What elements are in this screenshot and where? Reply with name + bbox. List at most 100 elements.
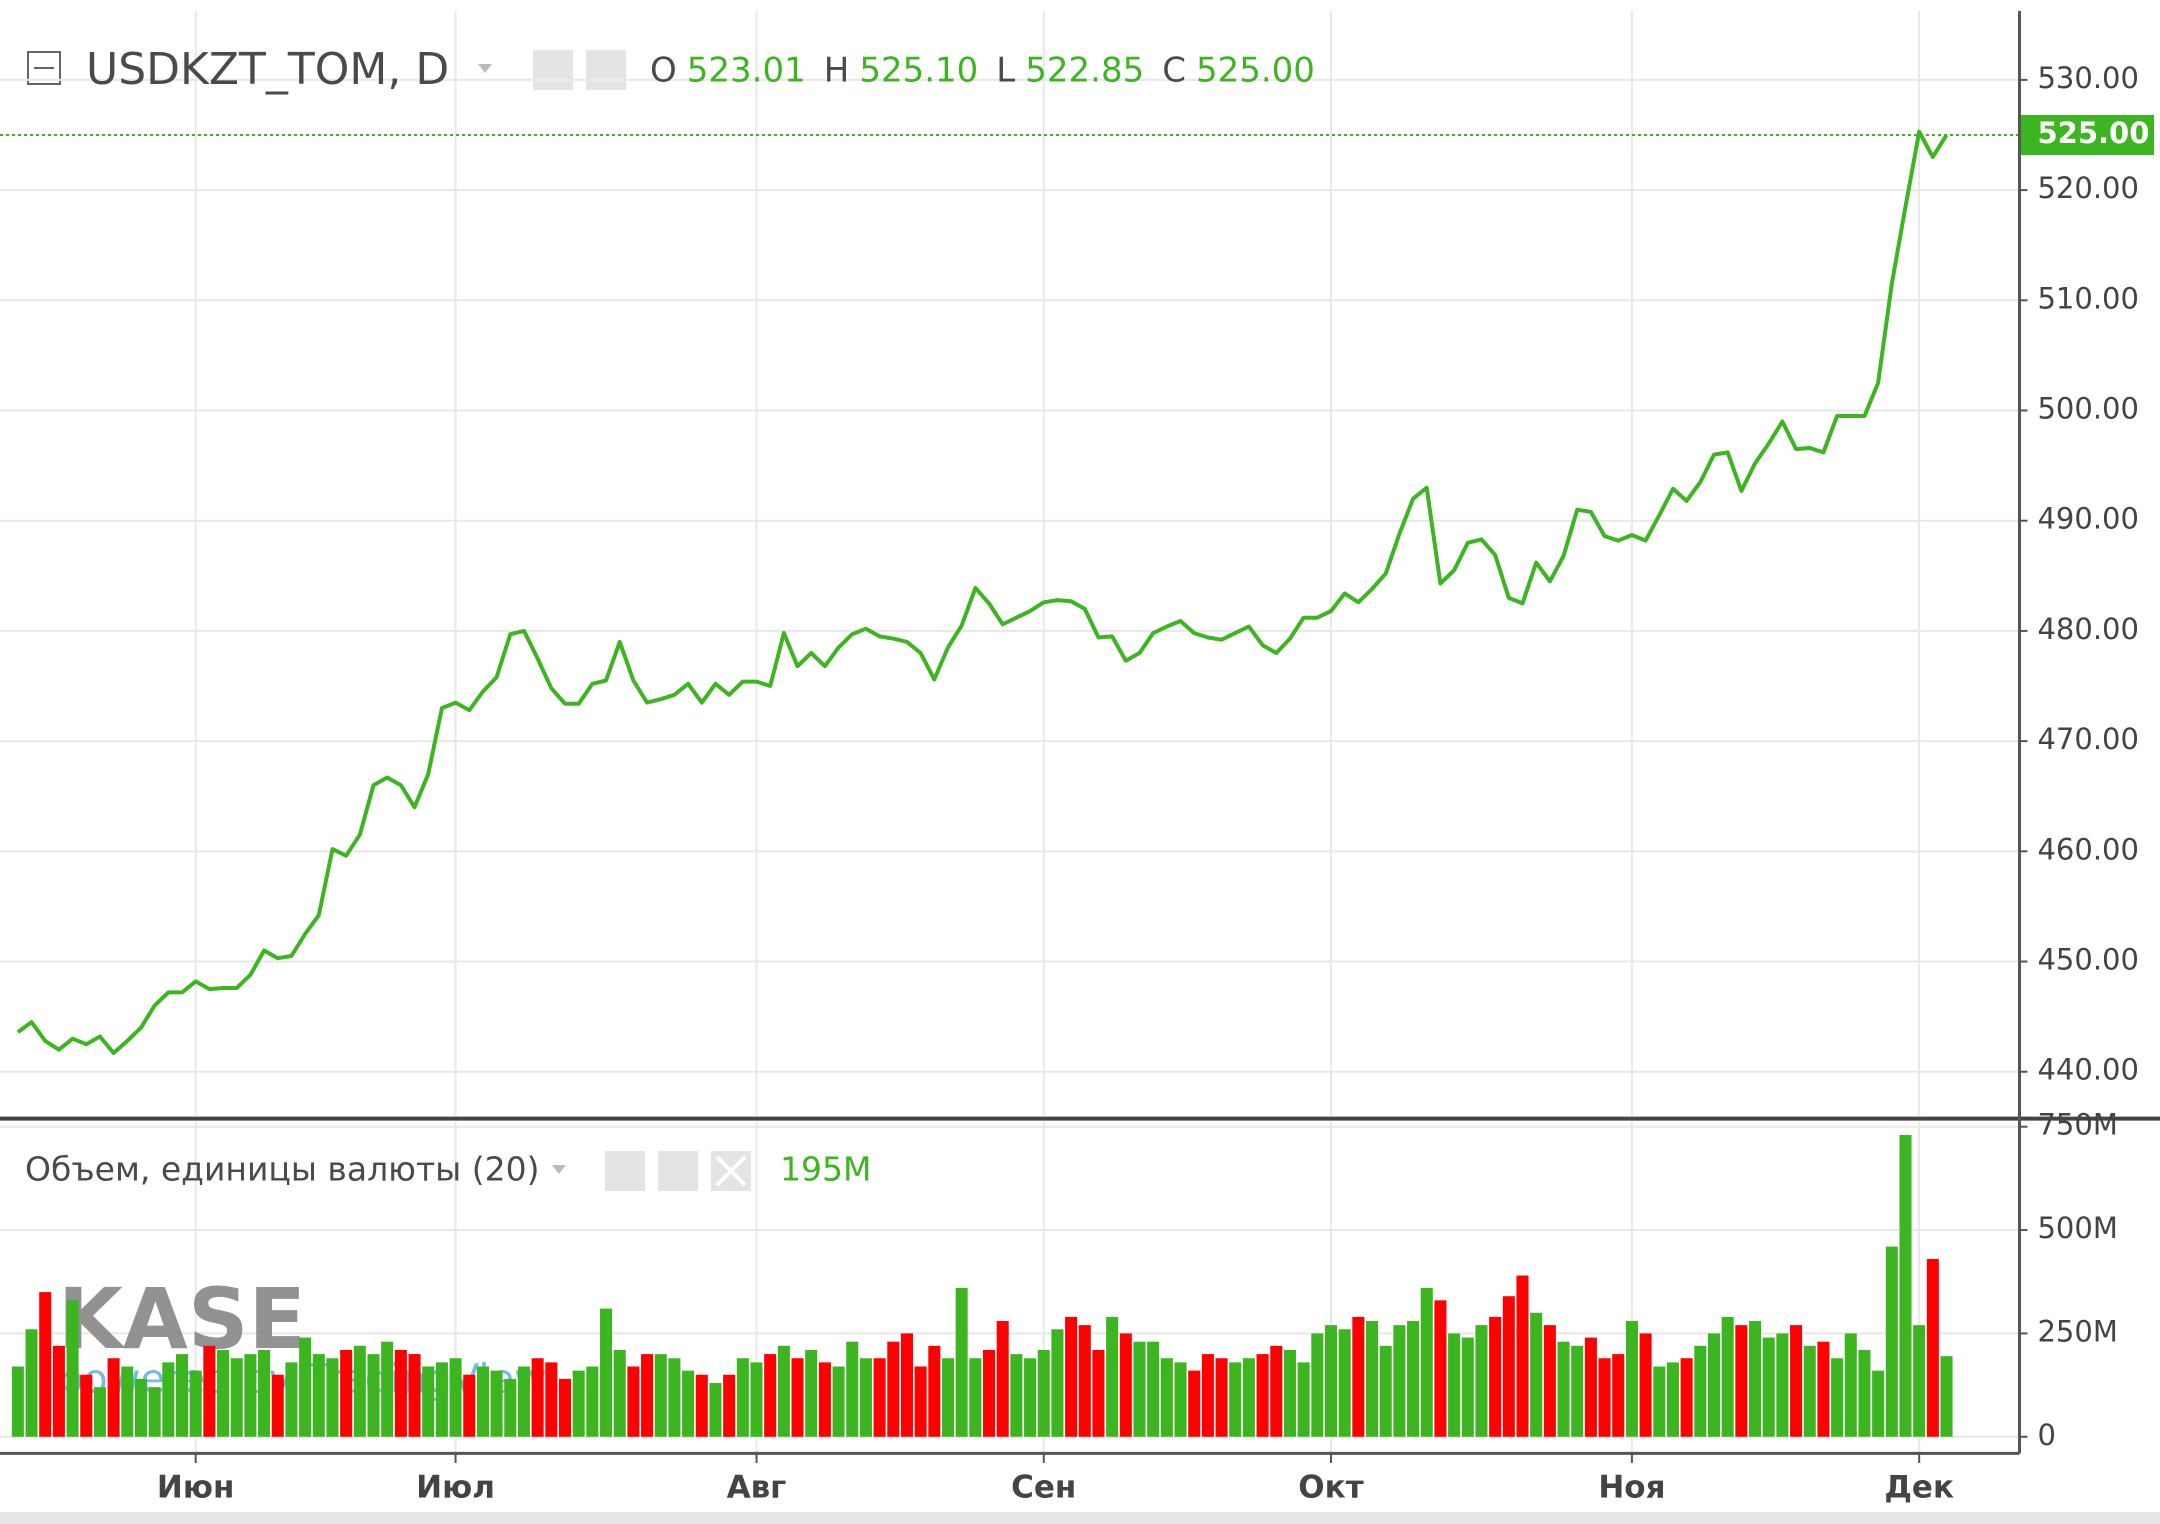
volume-bar bbox=[531, 1358, 544, 1437]
y-tick-label: 750M bbox=[2037, 1108, 2117, 1142]
volume-bar bbox=[1653, 1366, 1666, 1437]
y-tick-label: 470.00 bbox=[2037, 722, 2138, 756]
dropdown-arrow[interactable] bbox=[478, 64, 492, 73]
volume-bar bbox=[1817, 1341, 1830, 1437]
volume-bar bbox=[805, 1349, 818, 1437]
x-tick-label: Окт bbox=[1298, 1470, 1363, 1506]
settings-button[interactable] bbox=[658, 1151, 698, 1191]
x-tick-label: Ноя bbox=[1598, 1470, 1665, 1506]
volume-bar bbox=[1584, 1337, 1597, 1437]
eye-button[interactable] bbox=[605, 1151, 645, 1191]
x-tick-label: Июн bbox=[157, 1470, 235, 1506]
volume-bar bbox=[1434, 1300, 1447, 1437]
volume-bar bbox=[353, 1345, 366, 1437]
ohlc-value: 523.01 bbox=[687, 51, 806, 91]
volume-bar bbox=[1694, 1345, 1707, 1437]
volume-bar bbox=[1940, 1356, 1953, 1437]
volume-bar bbox=[1352, 1316, 1365, 1437]
volume-bar bbox=[955, 1287, 968, 1437]
volume-bar bbox=[1803, 1345, 1816, 1437]
volume-bar bbox=[1201, 1354, 1214, 1437]
volume-bar bbox=[1215, 1358, 1228, 1437]
last-price-tag bbox=[2019, 115, 2154, 155]
y-tick-label: 520.00 bbox=[2037, 171, 2138, 205]
volume-bar bbox=[326, 1358, 339, 1437]
price-line bbox=[16, 129, 1949, 1055]
ohlc-label: C bbox=[1162, 51, 1186, 91]
volume-title: Объем, единицы валюты (20) bbox=[25, 1150, 539, 1189]
volume-bar bbox=[1037, 1349, 1050, 1437]
x-tick-label: Сен bbox=[1011, 1470, 1076, 1506]
y-tick-label: 500.00 bbox=[2037, 392, 2138, 426]
volume-bar bbox=[1776, 1333, 1789, 1437]
volume-bar bbox=[859, 1358, 872, 1437]
volume-bar bbox=[175, 1354, 189, 1437]
volume-bar bbox=[750, 1362, 763, 1437]
volume-bar bbox=[1448, 1333, 1461, 1437]
volume-bar bbox=[1366, 1321, 1379, 1437]
volume-bar bbox=[1242, 1358, 1255, 1437]
volume-bar bbox=[11, 1366, 24, 1437]
volume-bar bbox=[394, 1349, 407, 1437]
volume-bar bbox=[873, 1358, 886, 1437]
volume-bar bbox=[1858, 1349, 1871, 1437]
volume-bar bbox=[1516, 1275, 1529, 1437]
volume-bar bbox=[558, 1378, 572, 1437]
y-tick-label: 460.00 bbox=[2037, 832, 2138, 866]
ohlc-value: 525.10 bbox=[859, 51, 978, 91]
volume-bar bbox=[504, 1378, 517, 1437]
volume-bar bbox=[25, 1329, 38, 1437]
volume-bar bbox=[900, 1333, 913, 1437]
volume-bar bbox=[1311, 1333, 1324, 1437]
volume-bar bbox=[312, 1354, 325, 1437]
ohlc-label: L bbox=[996, 51, 1015, 91]
volume-bar bbox=[422, 1366, 435, 1437]
volume-bar bbox=[1229, 1362, 1242, 1437]
x-tick-label: Июл bbox=[416, 1470, 495, 1506]
volume-bar bbox=[1762, 1337, 1775, 1437]
bottom-strip bbox=[0, 1512, 2160, 1524]
y-tick-label: 480.00 bbox=[2037, 612, 2138, 646]
volume-bar bbox=[1530, 1312, 1543, 1437]
volume-bar bbox=[818, 1362, 831, 1437]
volume-bar bbox=[1721, 1316, 1734, 1437]
volume-bar bbox=[1749, 1321, 1762, 1437]
volume-bar bbox=[1885, 1246, 1898, 1437]
volume-bar bbox=[285, 1362, 298, 1437]
volume-bar bbox=[1338, 1329, 1351, 1437]
volume-bar bbox=[340, 1349, 353, 1437]
volume-bar bbox=[381, 1341, 394, 1437]
volume-bar bbox=[189, 1370, 202, 1437]
volume-bar bbox=[1612, 1354, 1625, 1437]
volume-bar bbox=[1571, 1345, 1584, 1437]
volume-bar bbox=[1106, 1316, 1119, 1437]
y-tick-label: 440.00 bbox=[2037, 1053, 2138, 1087]
dropdown-arrow[interactable] bbox=[552, 1165, 566, 1174]
volume-bar bbox=[600, 1308, 613, 1437]
volume-bar bbox=[668, 1358, 681, 1437]
volume-bar bbox=[93, 1387, 106, 1437]
ohlc-value: 522.85 bbox=[1025, 51, 1144, 91]
volume-bar bbox=[969, 1358, 982, 1437]
volume-bar bbox=[449, 1358, 462, 1437]
last-price-label: 525.00 bbox=[2037, 116, 2149, 150]
volume-bar bbox=[1598, 1358, 1611, 1437]
ohlc-label: O bbox=[650, 51, 677, 91]
volume-bar bbox=[1379, 1345, 1392, 1437]
volume-bar bbox=[1707, 1333, 1721, 1437]
volume-bar bbox=[682, 1370, 695, 1437]
volume-bar bbox=[723, 1374, 736, 1437]
volume-bar bbox=[1502, 1296, 1515, 1437]
volume-bar bbox=[39, 1292, 52, 1437]
volume-bar bbox=[1256, 1354, 1269, 1437]
volume-bar bbox=[121, 1366, 134, 1437]
y-tick-label: 250M bbox=[2037, 1314, 2117, 1348]
volume-bar bbox=[134, 1378, 147, 1437]
volume-bar bbox=[1625, 1321, 1638, 1437]
volume-bar bbox=[203, 1345, 216, 1437]
eye-button[interactable] bbox=[533, 50, 573, 90]
collapse-icon[interactable] bbox=[27, 51, 61, 85]
volume-bar bbox=[1543, 1325, 1556, 1437]
x-tick-label: Авг bbox=[727, 1470, 787, 1506]
settings-button[interactable] bbox=[586, 50, 626, 90]
